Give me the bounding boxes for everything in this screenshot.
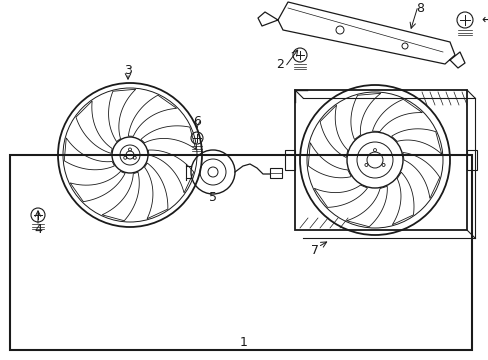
- Bar: [294, 90, 466, 230]
- Text: 3: 3: [124, 63, 132, 77]
- Bar: [10, 155, 471, 350]
- Bar: [466, 150, 476, 170]
- Text: 1: 1: [240, 336, 247, 348]
- Bar: [269, 168, 282, 178]
- Text: 2: 2: [276, 58, 284, 72]
- Text: 6: 6: [193, 116, 201, 129]
- Text: 7: 7: [310, 243, 318, 256]
- Bar: [285, 150, 294, 170]
- Text: 4: 4: [34, 224, 42, 237]
- Text: 8: 8: [415, 1, 423, 14]
- Text: 5: 5: [208, 192, 217, 204]
- Text: ←9: ←9: [480, 13, 488, 27]
